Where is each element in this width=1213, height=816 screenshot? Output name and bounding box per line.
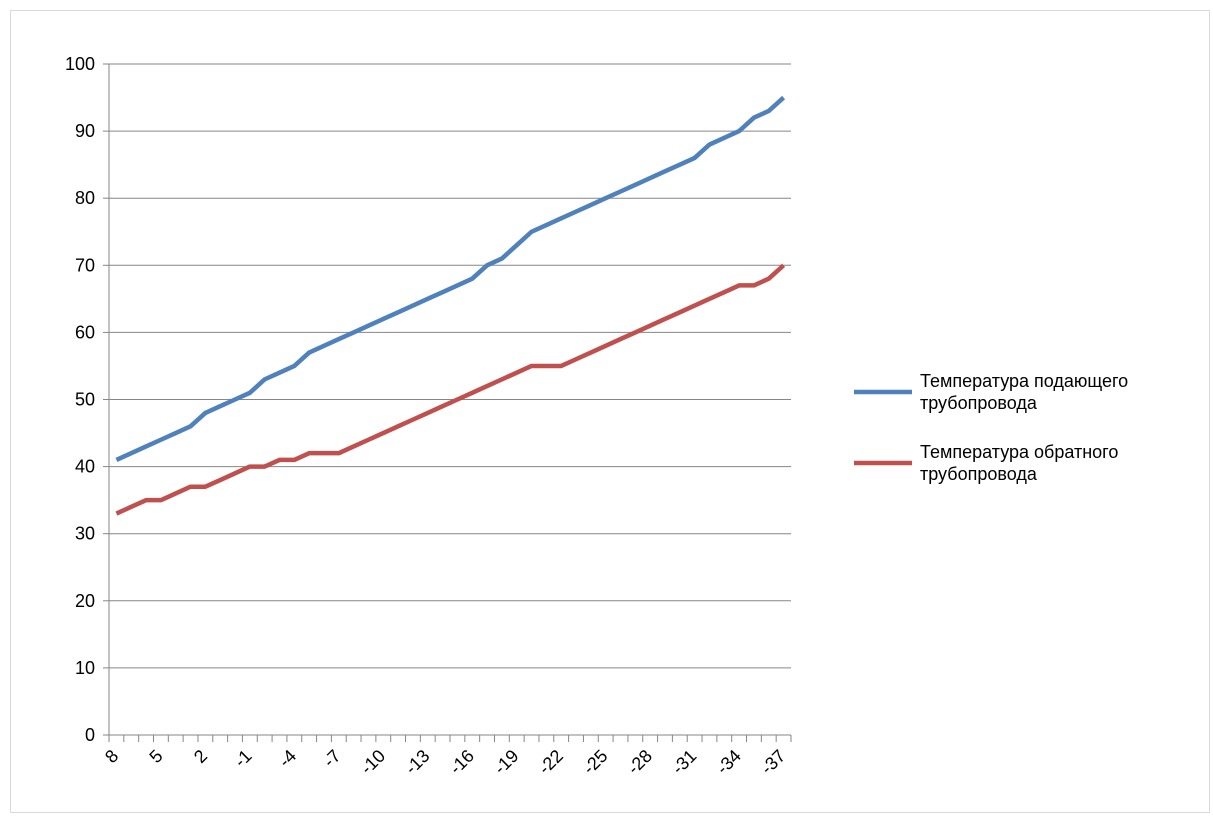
chart-frame: 0 10 20 30 40 50 60 70 80 90 100 8 5 2 -1 -4 -7 -10 -13 -1… xyxy=(10,10,1210,813)
legend-label-1: Температура подающего трубопровода xyxy=(920,371,1128,413)
y-tick-label: 50 xyxy=(75,390,95,410)
x-tick-label: -31 xyxy=(668,746,701,779)
x-tick-label: -34 xyxy=(712,746,745,779)
x-tick-label: -16 xyxy=(446,746,479,779)
y-tick-label: 40 xyxy=(75,457,95,477)
series-line-2 xyxy=(115,263,786,516)
y-tick-label: 60 xyxy=(75,322,95,342)
x-tick-label: -25 xyxy=(579,746,612,779)
x-tick-label: -28 xyxy=(623,746,656,779)
x-tick-label: -19 xyxy=(490,746,523,779)
x-tick-labels: 8 5 2 -1 -4 -7 -10 -13 -16 -19 -22 -25 -28 -31 -34 -37 xyxy=(101,746,789,779)
legend-label-2: Температура обратного трубопровода xyxy=(920,442,1118,484)
x-tick-label: -13 xyxy=(401,746,434,779)
x-tick-label: -22 xyxy=(534,746,567,779)
y-tick-label: 90 xyxy=(75,121,95,141)
y-tick-label: 100 xyxy=(65,54,95,74)
y-tick-label: 80 xyxy=(75,188,95,208)
x-tick-label: -4 xyxy=(275,746,300,771)
series-line-1 xyxy=(115,95,786,462)
y-tick-label: 30 xyxy=(75,524,95,544)
x-tick-label: -7 xyxy=(319,746,344,771)
gridlines xyxy=(109,63,791,669)
y-tick-label: 10 xyxy=(75,658,95,678)
y-tick-labels: 0 10 20 30 40 50 60 70 80 90 100 xyxy=(65,54,95,745)
series-lines xyxy=(115,95,786,516)
y-tick-label: 0 xyxy=(85,725,95,745)
x-tick-label: -37 xyxy=(757,746,790,779)
x-tick-label: 2 xyxy=(190,746,211,767)
x-tick-label: -10 xyxy=(357,746,390,779)
y-tick-label: 20 xyxy=(75,591,95,611)
x-tick-label: -1 xyxy=(230,746,255,771)
axes xyxy=(103,63,792,742)
legend: Температура подающего трубопровода Темпера… xyxy=(854,371,1128,484)
y-tick-label: 70 xyxy=(75,255,95,275)
x-tick-label: 8 xyxy=(101,746,122,767)
x-tick-label: 5 xyxy=(145,746,166,767)
line-chart: 0 10 20 30 40 50 60 70 80 90 100 8 5 2 -1 -4 -7 -10 -13 -1… xyxy=(65,54,1128,779)
